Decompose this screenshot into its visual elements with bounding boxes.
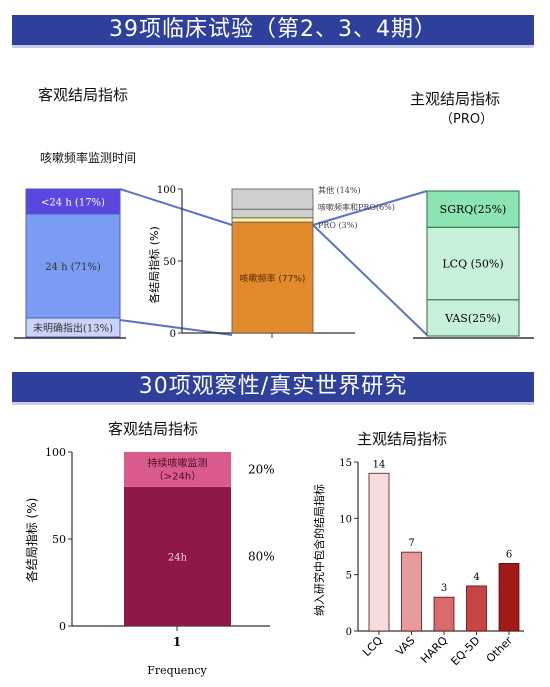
duration-segment-label-2: <24 h (17%) [41, 197, 105, 208]
monitoring-side-label-1: 20% [248, 462, 275, 476]
connector-right-bottom [312, 224, 428, 336]
duration-segment-label-1: 24 h (71%) [45, 262, 101, 273]
shares-segment-label-2: 咳嗽频率和PRO(6%) [318, 202, 395, 212]
chart-outcome-shares: 0 50 100 各结局指标 (%) 咳嗽频率 (77%) 其他 (14%) 咳嗽频率和PR… [147, 185, 395, 340]
shares-ytick-label-100: 100 [157, 185, 176, 196]
monitoring-ytick-label-0: 0 [59, 620, 66, 633]
duration-segment-1 [25, 213, 121, 319]
counts-y-axis-title: 纳入研究中包含的结局指标 [312, 484, 326, 616]
monitoring-side-label-0: 80% [248, 549, 275, 563]
chart-outcome-counts: 0 5 10 15 纳入研究中包含的结局指标 14 LCQ 7 VAS 3 HARQ 4 EQ-5D 6 O… [312, 458, 524, 668]
counts-category-label-lcq: LCQ [360, 634, 385, 659]
shares-segment-2 [231, 208, 314, 219]
monitoring-ytick-label-100: 100 [45, 446, 66, 459]
counts-value-label-harq: 3 [441, 583, 447, 594]
section2-objective-label: 客观结局指标 [108, 420, 199, 438]
section1-subjective-label: 主观结局指标 [410, 90, 501, 108]
counts-value-label-eq-5d: 4 [473, 572, 479, 583]
shares-ytick-label-0: 0 [170, 329, 176, 340]
connector-left-top [119, 188, 233, 226]
shares-y-axis-title: 各结局指标 (%) [147, 226, 161, 304]
counts-category-label-eq-5d: EQ-5D [448, 634, 482, 668]
monitoring-x-tick-label: 1 [173, 635, 181, 649]
monitoring-segment-label-0: 24h [168, 552, 188, 563]
section1-subjective-sub: （PRO） [440, 112, 494, 127]
chart-cough-duration: 未明确指出(13%) 24 h (71%) <24 h (17%) [25, 188, 121, 338]
counts-ytick-label-10: 10 [339, 514, 352, 525]
counts-category-label-other: Other [484, 634, 516, 666]
shares-segment-label-0: 咳嗽频率 (77%) [240, 273, 306, 285]
pro-segment-1 [426, 226, 520, 301]
chart-pro-breakdown: VAS(25%) LCQ (50%) SGRQ(25%) [426, 190, 520, 337]
pro-segment-label-2: SGRQ(25%) [440, 203, 507, 216]
counts-value-label-vas: 7 [408, 538, 414, 549]
counts-ytick-label-5: 5 [346, 571, 352, 582]
monitoring-y-axis-title: 各结局指标 (%) [24, 498, 39, 583]
counts-ytick-label-15: 15 [339, 458, 352, 469]
section2-title: 30项观察性/真实世界研究 [138, 374, 408, 399]
shares-segment-label-3: 其他 (14%) [318, 185, 361, 195]
duration-segment-label-0: 未明确指出(13%) [33, 321, 113, 334]
section1-title: 39项临床试验（第2、3、4期） [109, 17, 437, 42]
counts-ytick-label-0: 0 [346, 627, 352, 638]
pro-segment-label-0: VAS(25%) [444, 312, 501, 325]
section1-banner: 39项临床试验（第2、3、4期） [12, 15, 534, 48]
shares-segment-3 [231, 188, 314, 210]
counts-category-label-vas: VAS [393, 634, 417, 658]
pro-segment-2 [426, 190, 520, 228]
monitoring-ytick-label-50: 50 [52, 533, 66, 546]
section2-subjective-label: 主观结局指标 [357, 430, 448, 448]
monitoring-segment-0 [124, 486, 231, 626]
pro-segment-0 [426, 299, 520, 337]
counts-bar-harq [433, 596, 455, 632]
counts-bar-lcq [368, 472, 390, 632]
shares-segment-1 [231, 217, 314, 223]
counts-bar-other [498, 563, 520, 632]
counts-category-label-harq: HARQ [418, 634, 450, 666]
section1-charts: 未明确指出(13%) 24 h (71%) <24 h (17%) 0 50 100 各结… [14, 185, 534, 340]
monitoring-segment-1 [124, 452, 231, 487]
shares-ytick-label-50: 50 [163, 257, 176, 268]
counts-value-label-lcq: 14 [373, 459, 386, 470]
section2-banner: 30项观察性/真实世界研究 [12, 372, 534, 405]
duration-segment-2 [25, 188, 121, 215]
counts-value-label-other: 6 [506, 549, 512, 560]
counts-bar-eq-5d [466, 585, 487, 632]
counts-bar-vas [401, 551, 422, 632]
shares-segment-0 [231, 221, 314, 334]
cough-monitoring-label: 咳嗽频率监测时间 [40, 151, 137, 165]
connector-right-top [312, 190, 428, 226]
pro-segment-label-1: LCQ (50%) [442, 258, 503, 271]
shares-segment-label-1: PRO (3%) [318, 221, 357, 230]
monitoring-x-axis-title: Frequency [147, 664, 207, 677]
chart-monitoring-time: 0 50 100 1 Frequency 各结局指标 (%) 80% 20% 24h 持续咳嗽监测… [24, 446, 275, 677]
monitoring-segment-label-1: 持续咳嗽监测（>24h） [148, 456, 208, 482]
section1-objective-label: 客观结局指标 [38, 86, 129, 104]
